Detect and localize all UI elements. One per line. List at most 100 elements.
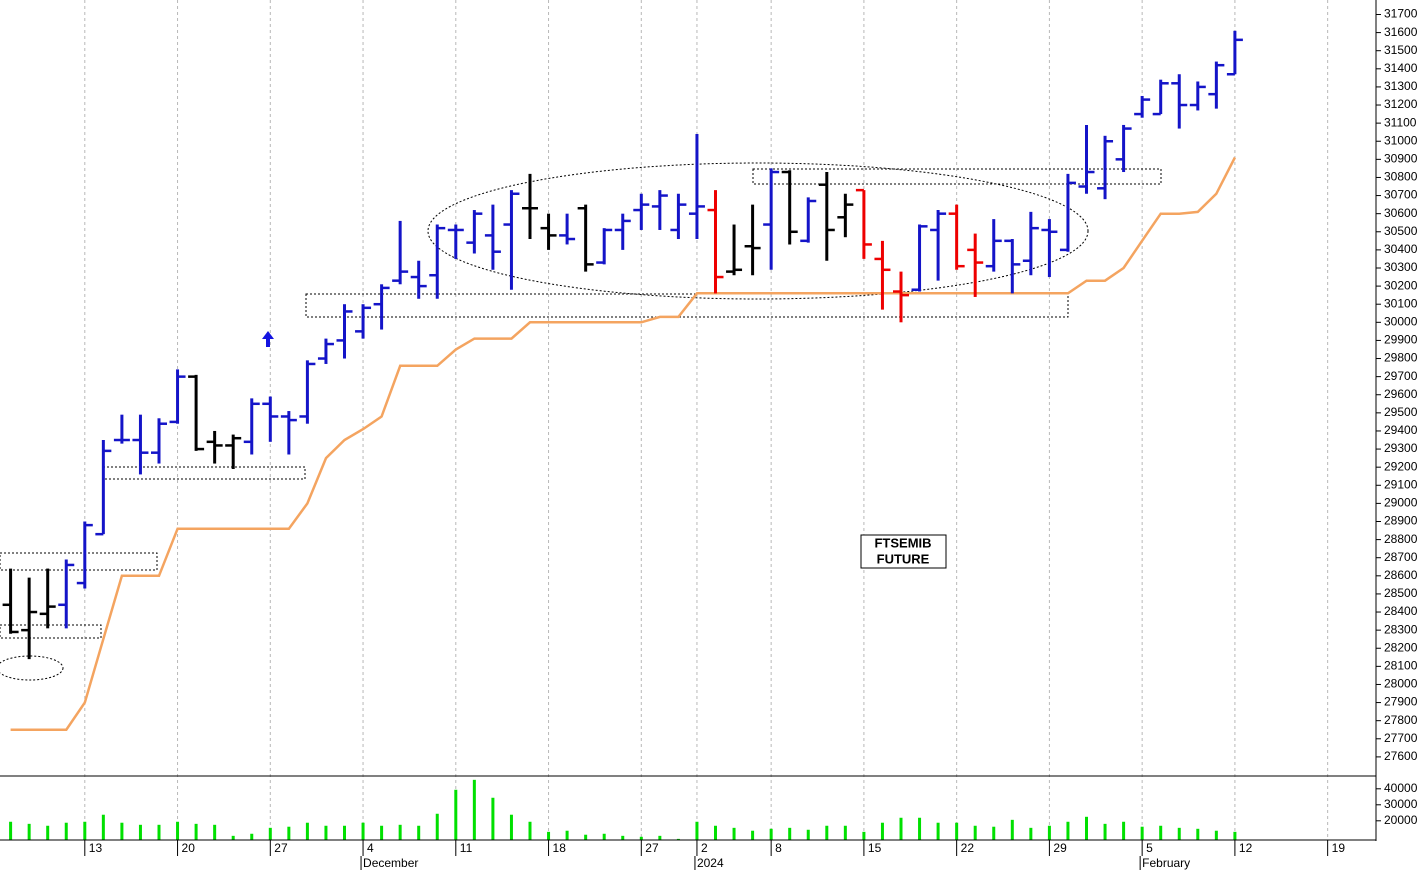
y-tick-label: 31400 bbox=[1384, 61, 1418, 75]
support-box bbox=[305, 293, 1069, 318]
y-tick-label: 27600 bbox=[1384, 749, 1418, 763]
volume-bar bbox=[268, 827, 272, 840]
volume-bar bbox=[621, 835, 625, 840]
volume-bar bbox=[509, 814, 513, 840]
y-tick-label: 29700 bbox=[1384, 369, 1418, 383]
x-tick-label: 12 bbox=[1239, 841, 1253, 855]
y-tick-label: 30600 bbox=[1384, 206, 1418, 220]
x-tick-label: 29 bbox=[1053, 841, 1067, 855]
volume-bar bbox=[250, 833, 254, 840]
y-tick-label: 31500 bbox=[1384, 43, 1418, 57]
volume-bar bbox=[287, 826, 291, 840]
label-box bbox=[860, 534, 947, 569]
volume-bar bbox=[695, 821, 699, 840]
y-tick-label: 27700 bbox=[1384, 731, 1418, 745]
volume-bar bbox=[880, 822, 884, 840]
y-tick-label: 29800 bbox=[1384, 351, 1418, 365]
volume-bar bbox=[1066, 821, 1070, 840]
volume-bar bbox=[918, 817, 922, 840]
volume-bar bbox=[176, 821, 180, 840]
volume-bar bbox=[825, 825, 829, 840]
x-tick-label: 22 bbox=[961, 841, 975, 855]
volume-bar bbox=[101, 814, 105, 840]
y-tick-label: 29200 bbox=[1384, 459, 1418, 473]
y-tick-label: 28500 bbox=[1384, 586, 1418, 600]
volume-bar bbox=[324, 825, 328, 840]
volume-bar bbox=[1214, 830, 1218, 840]
y-tick-label: 31600 bbox=[1384, 25, 1418, 39]
x-tick-label: 19 bbox=[1332, 841, 1346, 855]
volume-bar bbox=[788, 827, 792, 840]
y-tick-label: 30800 bbox=[1384, 170, 1418, 184]
volume-bar bbox=[955, 822, 959, 840]
volume-bar bbox=[1177, 827, 1181, 840]
y-tick-label: 30900 bbox=[1384, 152, 1418, 166]
volume-bar bbox=[435, 813, 439, 840]
support-box bbox=[0, 624, 102, 639]
month-label: December bbox=[363, 856, 418, 870]
y-tick-label: 30300 bbox=[1384, 260, 1418, 274]
y-tick-label: 30100 bbox=[1384, 296, 1418, 310]
volume-bar bbox=[1029, 827, 1033, 840]
x-tick-label: 20 bbox=[182, 841, 196, 855]
y-tick-label: 28100 bbox=[1384, 659, 1418, 673]
volume-bar bbox=[528, 821, 532, 840]
y-tick-label: 29900 bbox=[1384, 333, 1418, 347]
volume-bar bbox=[305, 822, 309, 840]
y-tick-label: 27900 bbox=[1384, 695, 1418, 709]
month-label: 2024 bbox=[697, 856, 724, 870]
y-tick-label: 28600 bbox=[1384, 568, 1418, 582]
volume-bar bbox=[714, 825, 717, 840]
volume-bar bbox=[27, 823, 31, 840]
y-tick-label: 31700 bbox=[1384, 7, 1418, 21]
volume-bar bbox=[992, 826, 996, 840]
y-tick-label: 30700 bbox=[1384, 188, 1418, 202]
y-tick-label: 31200 bbox=[1384, 97, 1418, 111]
grid bbox=[84, 0, 1329, 840]
y-tick-label: 29600 bbox=[1384, 387, 1418, 401]
x-tick-label: 27 bbox=[645, 841, 659, 855]
x-tick-label: 2 bbox=[701, 841, 708, 855]
volume-bar bbox=[565, 830, 569, 840]
y-tick-label: 27800 bbox=[1384, 713, 1418, 727]
volume-bar bbox=[120, 822, 124, 840]
y-tick-label: 29100 bbox=[1384, 477, 1418, 491]
volume-bar bbox=[547, 831, 551, 840]
y-tick-label: 20000 bbox=[1384, 813, 1418, 827]
annotation: FTSEMIB bbox=[874, 535, 931, 550]
y-tick-label: 30500 bbox=[1384, 224, 1418, 238]
volume-bar bbox=[751, 830, 755, 840]
x-tick-label: 5 bbox=[1146, 841, 1153, 855]
y-tick-label: 28700 bbox=[1384, 550, 1418, 564]
volume-bar bbox=[676, 838, 680, 840]
y-tick-label: 28000 bbox=[1384, 677, 1418, 691]
volume-bar bbox=[584, 834, 588, 840]
y-tick-label: 31000 bbox=[1384, 133, 1418, 147]
volume-bar bbox=[454, 789, 458, 840]
ellipse-annotation bbox=[0, 655, 64, 681]
support-box bbox=[0, 552, 158, 571]
volume-bar bbox=[806, 829, 810, 840]
volume-bar bbox=[361, 822, 365, 840]
x-tick-label: 4 bbox=[367, 841, 374, 855]
y-tick-label: 28300 bbox=[1384, 622, 1418, 636]
y-tick-label: 40000 bbox=[1384, 781, 1418, 795]
y-tick-label: 30000 bbox=[1384, 314, 1418, 328]
y-tick-label: 30400 bbox=[1384, 242, 1418, 256]
volume-bar bbox=[64, 822, 68, 840]
x-tick-label: 27 bbox=[274, 841, 288, 855]
x-tick-label: 18 bbox=[553, 841, 567, 855]
x-tick-label: 15 bbox=[868, 841, 882, 855]
y-tick-label: 30200 bbox=[1384, 278, 1418, 292]
volume-bar bbox=[343, 825, 346, 840]
y-tick-label: 29300 bbox=[1384, 441, 1418, 455]
volume-bar bbox=[936, 822, 940, 840]
volume-bar bbox=[157, 824, 161, 840]
volume-bar bbox=[138, 824, 142, 840]
y-tick-label: 28200 bbox=[1384, 640, 1418, 654]
volume-bar bbox=[1122, 821, 1126, 840]
y-tick-label: 30000 bbox=[1384, 797, 1418, 811]
volume-bar bbox=[602, 833, 606, 840]
volume-bar bbox=[862, 831, 866, 840]
